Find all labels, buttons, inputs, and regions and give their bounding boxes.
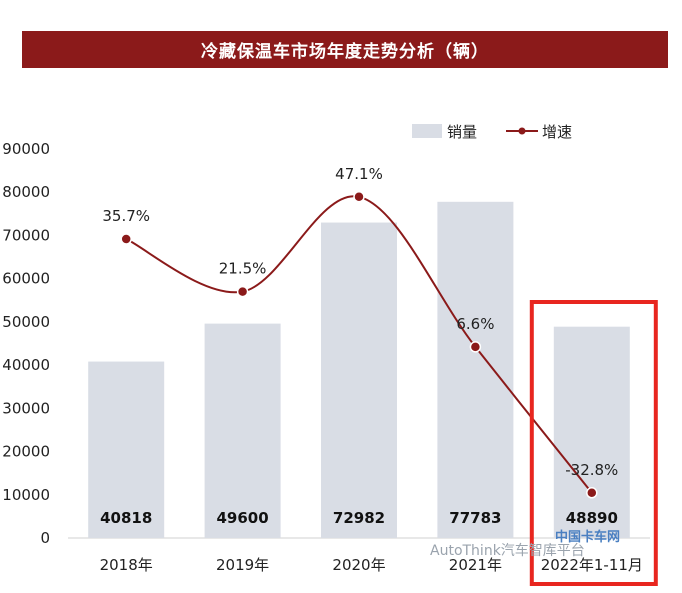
bar — [204, 323, 281, 538]
y-tick-label: 60000 — [2, 270, 50, 288]
watermark-text: AutoThink汽车智库平台 — [430, 543, 585, 559]
y-tick-label: 20000 — [2, 443, 50, 461]
growth-value-label: 35.7% — [102, 207, 150, 225]
legend-bar-label: 销量 — [447, 123, 477, 141]
growth-line — [120, 191, 598, 499]
y-tick-label: 30000 — [2, 399, 50, 417]
x-tick-label: 2021年 — [449, 556, 502, 574]
bar-value-label: 49600 — [217, 509, 269, 527]
y-tick-label: 70000 — [2, 226, 50, 244]
bar — [88, 361, 165, 538]
y-tick-label: 0 — [40, 529, 50, 547]
bar-value-label: 40818 — [100, 509, 152, 527]
x-tick-label: 2019年 — [216, 556, 269, 574]
bar — [437, 201, 514, 538]
y-tick-label: 90000 — [2, 140, 50, 158]
bar — [321, 222, 397, 538]
y-tick-label: 50000 — [2, 313, 50, 331]
legend-line-marker — [518, 127, 526, 135]
bars — [88, 201, 630, 538]
growth-point — [120, 233, 132, 245]
legend-bar-swatch — [412, 124, 442, 138]
highlight-box — [529, 300, 658, 586]
growth-point — [236, 285, 249, 298]
x-tick-label: 2020年 — [332, 556, 385, 574]
growth-point — [469, 341, 482, 353]
bar-value-label: 77783 — [449, 509, 501, 527]
growth-point — [353, 191, 365, 203]
x-tick-label: 2018年 — [100, 556, 153, 574]
chart-title: 冷藏保温车市场年度走势分析（辆） — [22, 31, 668, 68]
legend: 销量 增速 — [412, 123, 572, 141]
bar-value-label: 48890 — [566, 509, 618, 527]
growth-value-label: 47.1% — [335, 165, 383, 183]
y-axis: 0 10000 20000 30000 40000 50000 60000 70000 8000… — [2, 140, 650, 547]
logo-text: 中国卡车网 — [555, 530, 621, 545]
bar — [553, 326, 630, 538]
y-tick-label: 80000 — [2, 183, 50, 201]
bar-value-label: 72982 — [333, 509, 385, 527]
x-tick-label: 2022年1-11月 — [541, 556, 643, 574]
growth-value-label: 6.6% — [456, 315, 494, 333]
legend-line-label: 增速 — [542, 123, 572, 141]
growth-value-label: -32.8% — [565, 461, 618, 479]
y-tick-label: 40000 — [2, 356, 50, 374]
data-labels: 40818 2018年 49600 2019年 72982 2020年 77783 2021年… — [100, 165, 643, 574]
y-tick-label: 10000 — [2, 486, 50, 504]
growth-value-label: 21.5% — [219, 260, 267, 278]
growth-point — [586, 487, 598, 499]
